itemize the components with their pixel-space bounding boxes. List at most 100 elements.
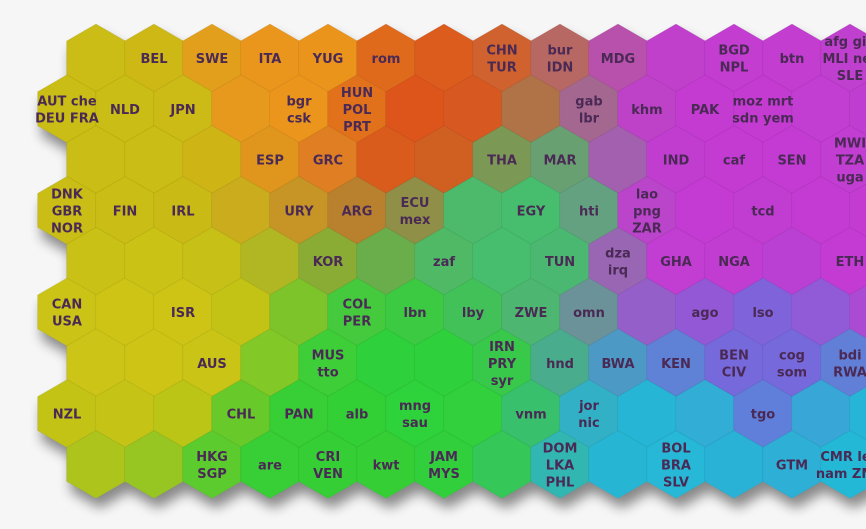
cell-label: IRN PRY syr bbox=[488, 340, 517, 389]
cell-label: AUS bbox=[197, 357, 227, 372]
country-code: KOR bbox=[313, 255, 344, 270]
country-code: SLE bbox=[837, 69, 864, 84]
country-code: moz mrt bbox=[733, 94, 794, 109]
country-code: HKG bbox=[196, 450, 228, 465]
cell-label: lso bbox=[752, 306, 773, 321]
country-code: EGY bbox=[517, 204, 546, 219]
country-code: tcd bbox=[751, 204, 774, 219]
country-code: BWA bbox=[601, 357, 634, 372]
country-code: sau bbox=[402, 416, 428, 431]
cell-label: IND bbox=[663, 154, 690, 169]
country-code: IRN bbox=[489, 340, 515, 355]
country-code: DEU FRA bbox=[35, 111, 99, 126]
country-code: MDG bbox=[601, 52, 635, 67]
cell-label: DOM LKA PHL bbox=[543, 441, 578, 490]
cell-label: HKG SGP bbox=[196, 450, 228, 482]
country-code: FIN bbox=[113, 204, 138, 219]
cell-label: IRL bbox=[171, 204, 194, 219]
country-code: CHN bbox=[486, 44, 517, 59]
country-code: lso bbox=[752, 306, 773, 321]
country-code: KEN bbox=[661, 357, 691, 372]
country-code: caf bbox=[723, 154, 745, 169]
country-code: dza bbox=[605, 247, 631, 262]
cell-label: hnd bbox=[546, 357, 574, 372]
country-code: USA bbox=[52, 315, 82, 330]
country-code: JPN bbox=[169, 103, 195, 118]
cell-label: DNK GBR NOR bbox=[51, 187, 84, 236]
country-code: bdi bbox=[838, 348, 861, 363]
country-code: PAK bbox=[691, 103, 720, 118]
cell-label: URY bbox=[284, 204, 314, 219]
country-code: TUN bbox=[545, 255, 575, 270]
cell-label: FIN bbox=[113, 204, 138, 219]
country-code: NLD bbox=[110, 103, 140, 118]
country-code: HUN bbox=[341, 86, 373, 101]
country-code: uga bbox=[836, 171, 863, 186]
country-code: PRT bbox=[343, 120, 371, 135]
country-code: bur bbox=[548, 44, 574, 59]
cell-label: ECU mex bbox=[400, 196, 431, 228]
country-code: SLV bbox=[663, 475, 689, 490]
country-code: BGD bbox=[718, 44, 750, 59]
cell-label: ISR bbox=[171, 306, 195, 321]
cell-label: ZWE bbox=[515, 306, 548, 321]
country-code: alb bbox=[346, 408, 369, 423]
country-code: tgo bbox=[751, 408, 776, 423]
country-code: MLI ner bbox=[822, 52, 866, 67]
cell-label: CMR leo nam ZMB bbox=[816, 450, 866, 482]
cell-label: lbn bbox=[403, 306, 426, 321]
cell-label: JAM MYS bbox=[428, 450, 460, 482]
cell-label: bdi RWA bbox=[833, 348, 866, 380]
country-code: TUR bbox=[487, 61, 516, 76]
country-code: MUS bbox=[312, 348, 345, 363]
country-code: NZL bbox=[53, 408, 82, 423]
cell-label: lby bbox=[462, 306, 485, 321]
cell-label: CHN TUR bbox=[486, 44, 517, 76]
country-code: nam ZMB bbox=[816, 467, 866, 482]
hex-cell bbox=[849, 81, 866, 136]
country-code: are bbox=[258, 458, 282, 473]
cell-label: tcd bbox=[751, 204, 774, 219]
country-code: GBR bbox=[52, 204, 83, 219]
country-code: SEN bbox=[777, 154, 806, 169]
cell-label: SWE bbox=[196, 52, 229, 67]
country-code: BEN bbox=[719, 348, 749, 363]
country-code: DNK bbox=[51, 187, 84, 202]
country-code: GTM bbox=[776, 458, 808, 473]
cell-label: BGD NPL bbox=[718, 44, 750, 76]
country-code: YUG bbox=[312, 52, 344, 67]
cell-label: JPN bbox=[169, 103, 195, 118]
country-code: ESP bbox=[256, 154, 284, 169]
cell-label: NZL bbox=[53, 408, 82, 423]
cell-label: KOR bbox=[313, 255, 344, 270]
hex-cell bbox=[849, 284, 866, 340]
country-code: JAM bbox=[429, 450, 458, 465]
country-code: mng bbox=[399, 399, 431, 414]
cell-label: bgr csk bbox=[286, 94, 312, 126]
cell-label: omn bbox=[573, 306, 605, 321]
country-code: AUT che bbox=[37, 94, 97, 109]
cell-label: EGY bbox=[517, 204, 546, 219]
cell-label: khm bbox=[631, 103, 662, 118]
country-code: MAR bbox=[543, 154, 576, 169]
country-code: syr bbox=[491, 374, 514, 389]
country-labels: BEL SWE ITA YUG rom CHN TUR bur IDN MDG BGD NPL btn a… bbox=[35, 35, 866, 490]
cell-label: btn bbox=[780, 52, 805, 67]
country-code: png bbox=[633, 204, 661, 219]
cell-label: CHL bbox=[227, 408, 256, 423]
cell-label: mng sau bbox=[399, 399, 431, 431]
hex-cell bbox=[849, 386, 866, 441]
country-code: GRC bbox=[313, 154, 343, 169]
country-code: khm bbox=[631, 103, 662, 118]
cell-label: ESP bbox=[256, 154, 284, 169]
cell-label: cog som bbox=[777, 348, 807, 380]
country-code: CIV bbox=[722, 365, 746, 380]
cell-label: hti bbox=[579, 204, 599, 219]
country-code: ISR bbox=[171, 306, 195, 321]
country-code: sdn yem bbox=[732, 111, 794, 126]
country-code: btn bbox=[780, 52, 805, 67]
country-code: omn bbox=[573, 306, 605, 321]
country-code: THA bbox=[487, 154, 517, 169]
country-code: ZAR bbox=[632, 221, 662, 236]
cell-label: AUT che DEU FRA bbox=[35, 94, 99, 126]
